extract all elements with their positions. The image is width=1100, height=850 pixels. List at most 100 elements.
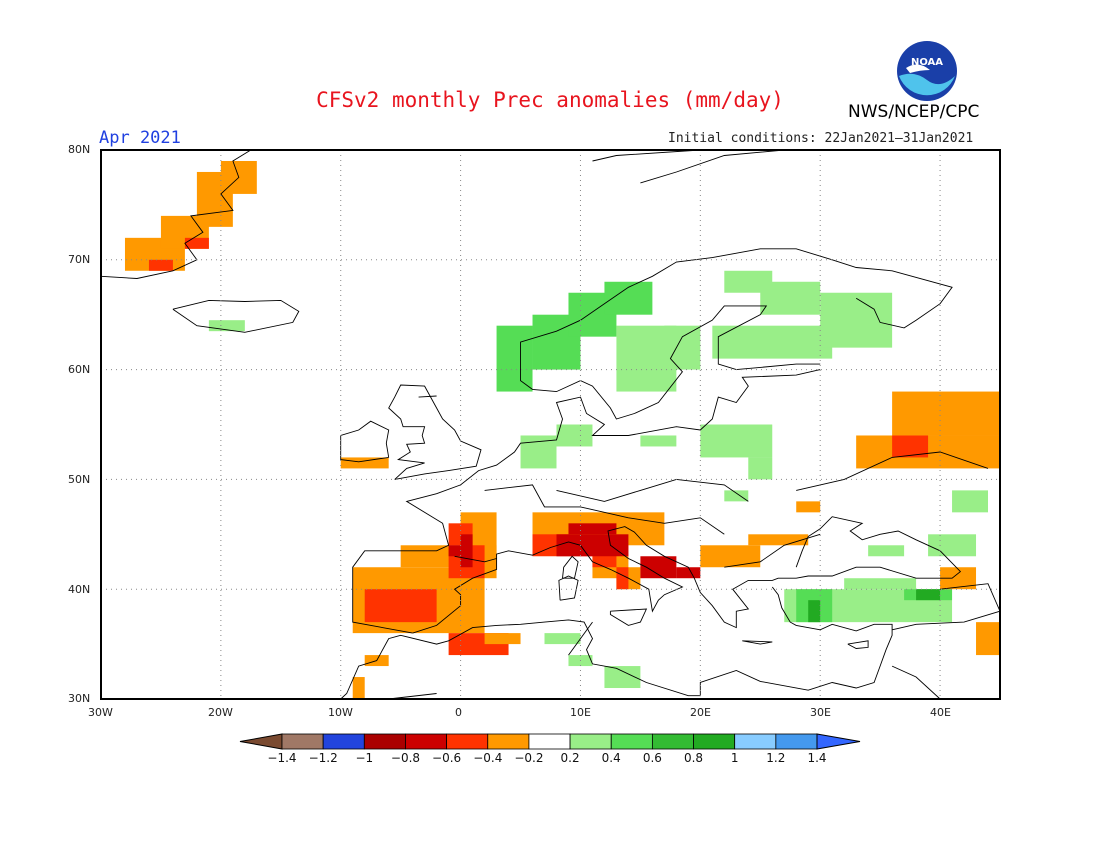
coastline xyxy=(520,248,953,420)
anomaly-cell xyxy=(892,435,929,458)
colorbar-swatch xyxy=(322,733,365,750)
anomaly-cell xyxy=(844,578,917,590)
anomaly-cell xyxy=(544,633,581,645)
lon-label-30w: 30W xyxy=(88,706,113,719)
coastline xyxy=(412,516,962,634)
anomaly-cell xyxy=(496,325,533,392)
anomaly-cell xyxy=(640,556,677,579)
colorbar-label: −1.4 xyxy=(267,751,297,765)
colorbar-swatch xyxy=(446,733,489,750)
colorbar-label: 1.2 xyxy=(766,751,786,765)
anomaly-cell xyxy=(184,237,209,249)
coastline xyxy=(558,575,579,601)
chart-title: CFSv2 monthly Prec anomalies (mm/day) xyxy=(316,88,784,112)
anomaly-cell xyxy=(952,490,989,513)
colorbar-swatch xyxy=(281,733,324,750)
anomaly-cell xyxy=(568,523,617,535)
lon-label-40e: 40E xyxy=(930,706,951,719)
coastline xyxy=(352,369,821,634)
coastline xyxy=(724,533,821,568)
anomaly-cell xyxy=(700,545,761,568)
colorbar-swatch xyxy=(405,733,448,750)
anomaly-cell xyxy=(724,490,749,502)
coastline xyxy=(568,621,593,656)
anomaly-cell xyxy=(208,320,245,332)
coastline xyxy=(418,395,437,398)
colorbar-swatch xyxy=(775,733,818,750)
colorbar-label: 0.4 xyxy=(601,751,621,765)
anomaly-cell xyxy=(724,270,773,293)
agency-label: NWS/NCEP/CPC xyxy=(848,102,980,122)
colorbar-swatch xyxy=(693,733,736,750)
colorbar-label: −1.2 xyxy=(308,751,338,765)
lat-label-80n: 80N xyxy=(68,143,91,156)
forecast-month: Apr 2021 xyxy=(99,128,181,148)
anomaly-cell xyxy=(820,292,893,348)
lat-label-60n: 60N xyxy=(68,363,91,376)
anomaly-cell xyxy=(148,259,173,271)
anomaly-cell xyxy=(604,666,641,689)
map-frame xyxy=(100,149,1001,700)
colorbar-label: −0.2 xyxy=(514,751,544,765)
coastline xyxy=(454,555,497,563)
colorbar-swatch xyxy=(528,733,571,750)
coastline xyxy=(891,665,941,700)
noaa-logo: NOAA xyxy=(897,41,957,101)
anomaly-cell xyxy=(484,633,521,645)
colorbar-label: 0.6 xyxy=(642,751,662,765)
colorbar-swatch xyxy=(734,733,777,750)
colorbar-label: −0.4 xyxy=(473,751,503,765)
colorbar-label: 1 xyxy=(730,751,739,765)
anomaly-cell xyxy=(556,424,593,447)
coastline xyxy=(847,640,869,649)
anomaly-cell xyxy=(664,325,701,370)
coastline xyxy=(891,583,1001,631)
anomaly-cell xyxy=(748,534,809,546)
lon-label-10w: 10W xyxy=(328,706,353,719)
anomaly-cell xyxy=(796,501,821,513)
coastline xyxy=(100,149,252,279)
colorbar-arrow-high xyxy=(816,733,861,750)
coastline xyxy=(484,484,725,535)
lat-label-50n: 50N xyxy=(68,473,91,486)
lon-label-30e: 30E xyxy=(810,706,831,719)
anomaly-cell xyxy=(340,457,389,469)
anomaly-cell xyxy=(868,545,905,557)
anomaly-cell xyxy=(976,622,1000,656)
anomaly-cell xyxy=(712,325,833,359)
colorbar-swatch xyxy=(610,733,653,750)
colorbar-label: 1.4 xyxy=(807,751,827,765)
anomaly-cell xyxy=(676,567,701,579)
anomaly-cell xyxy=(460,534,473,568)
lon-label-0: 0 xyxy=(455,706,462,719)
anomaly-cell xyxy=(448,545,461,557)
colorbar-swatch xyxy=(487,733,530,750)
noaa-logo-text: NOAA xyxy=(911,57,943,68)
lat-label-40n: 40N xyxy=(68,583,91,596)
colorbar-swatch xyxy=(569,733,612,750)
anomaly-cell xyxy=(916,589,941,601)
lon-label-20e: 20E xyxy=(690,706,711,719)
anomaly-cell xyxy=(892,391,1000,436)
anomaly-cell xyxy=(748,457,773,480)
anomaly-cell xyxy=(700,424,773,458)
colorbar-label: 0.8 xyxy=(683,751,704,765)
coastline xyxy=(388,384,482,480)
colorbar-label: −0.6 xyxy=(432,751,462,765)
anomaly-cell xyxy=(520,435,557,469)
lat-label-70n: 70N xyxy=(68,253,91,266)
colorbar-label: −0.8 xyxy=(390,751,421,765)
lon-label-10e: 10E xyxy=(570,706,591,719)
coastline xyxy=(609,608,648,626)
anomaly-cell xyxy=(808,600,821,623)
lat-label-30n: 30N xyxy=(68,692,91,705)
coastline xyxy=(796,451,989,491)
anomaly-cell xyxy=(640,435,677,447)
colorbar-arrow-low xyxy=(239,733,283,750)
coastline xyxy=(742,640,773,645)
coastline xyxy=(340,420,390,463)
anomaly-cell xyxy=(616,567,629,590)
initial-conditions: Initial conditions: 22Jan2021–31Jan2021 xyxy=(668,131,974,146)
